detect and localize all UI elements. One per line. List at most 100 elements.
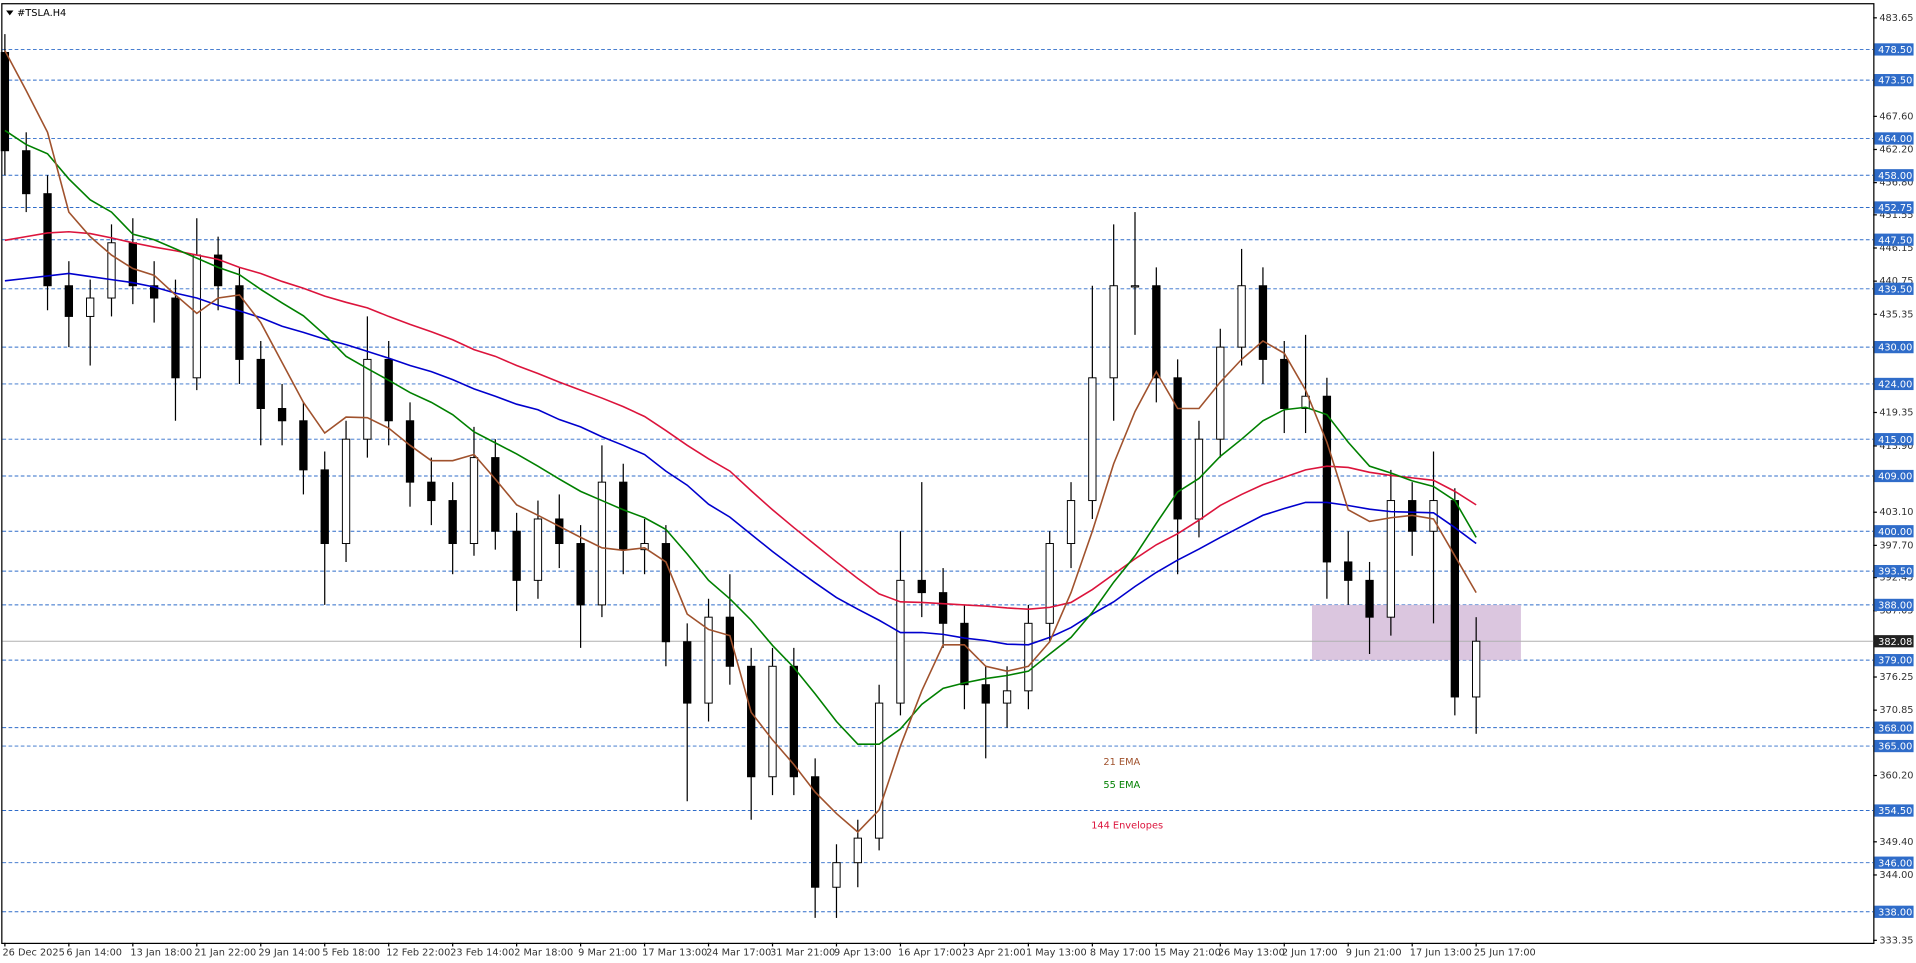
- candle-body: [235, 285, 244, 360]
- indicator-line: [4, 129, 1477, 746]
- x-tick-label: 13 Jan 18:00: [130, 948, 192, 959]
- y-tick-label: 413.90: [1879, 441, 1913, 452]
- level-label-box: [1874, 565, 1914, 578]
- candle-body: [277, 408, 287, 422]
- level-label-box: [1874, 201, 1914, 214]
- x-tick-label: 8 May 17:00: [1090, 948, 1151, 959]
- level-label-box: [1874, 132, 1914, 145]
- level-label: 400.00: [1878, 527, 1912, 538]
- last-price-box: [1874, 635, 1914, 648]
- x-tick-label: 9 Jun 21:00: [1346, 948, 1402, 959]
- level-label: 388.00: [1878, 601, 1912, 612]
- level-label-box: [1874, 282, 1914, 295]
- x-tick-label: 23 Feb 14:00: [450, 948, 514, 959]
- candle-body: [22, 150, 31, 195]
- x-tick-label: 24 Mar 17:00: [706, 948, 771, 959]
- x-tick-label: 21 Jan 22:00: [194, 948, 256, 959]
- level-label-box: [1874, 739, 1914, 753]
- symbol-menu-arrow[interactable]: [6, 10, 14, 16]
- level-label-box: [1874, 233, 1914, 246]
- chart-title: #TSLA.H4: [17, 8, 66, 19]
- candle-body: [1365, 579, 1374, 618]
- candle-body: [1344, 561, 1353, 581]
- candle-body: [171, 297, 180, 379]
- candle-body: [64, 285, 74, 317]
- annotation: 144 Envelopes: [1091, 820, 1163, 831]
- candle-body: [1152, 285, 1161, 379]
- candle-body: [789, 665, 798, 778]
- x-tick-label: 15 May 21:00: [1154, 948, 1221, 959]
- x-tick-label: 31 Mar 21:00: [770, 948, 835, 959]
- x-tick-label: 1 May 13:00: [1026, 948, 1087, 959]
- candle-body: [704, 616, 713, 704]
- candle-body: [128, 242, 137, 287]
- x-tick-label: 17 Mar 13:00: [642, 948, 707, 959]
- level-label: 379.00: [1878, 656, 1912, 667]
- candle-body: [597, 481, 607, 606]
- candle-body: [576, 543, 585, 606]
- candle-body: [213, 254, 223, 287]
- candle-body: [320, 469, 329, 545]
- y-tick-label: 403.10: [1879, 507, 1913, 518]
- level-label-box: [1874, 654, 1914, 667]
- level-label: 368.00: [1878, 723, 1912, 734]
- candle-body: [1024, 622, 1033, 692]
- level-label: 464.00: [1878, 134, 1912, 145]
- candle-body: [896, 579, 905, 704]
- candle-body: [1258, 285, 1268, 360]
- y-tick-label: 467.60: [1879, 111, 1913, 122]
- last-price-label: 382.08: [1878, 637, 1912, 648]
- candle-body: [938, 592, 948, 624]
- candle-body: [640, 543, 649, 551]
- candle-body: [917, 579, 926, 594]
- y-tick-label: 462.20: [1879, 144, 1913, 155]
- candle-body: [107, 242, 116, 299]
- level-label-box: [1874, 341, 1914, 354]
- candle-body: [1386, 500, 1396, 618]
- candle-body: [1322, 395, 1332, 563]
- candle-body: [299, 420, 308, 471]
- y-tick-label: 419.35: [1879, 407, 1913, 418]
- x-tick-label: 25 Jun 17:00: [1474, 948, 1536, 959]
- candle-body: [1216, 346, 1225, 440]
- level-label-box: [1874, 74, 1914, 87]
- y-tick-label: 333.35: [1879, 935, 1913, 946]
- x-tick-label: 29 Jan 14:00: [258, 948, 320, 959]
- x-tick-label: 2 Mar 18:00: [514, 948, 573, 959]
- candle-body: [1472, 640, 1481, 698]
- level-label-box: [1874, 525, 1914, 538]
- candle-body: [725, 616, 735, 667]
- candle-body: [1130, 285, 1140, 288]
- x-tick-label: 26 May 13:00: [1218, 948, 1285, 959]
- candle-body: [960, 622, 969, 686]
- x-tick-label: 9 Apr 13:00: [834, 948, 891, 959]
- level-label: 338.00: [1878, 907, 1912, 918]
- level-label: 354.50: [1878, 806, 1912, 817]
- candle-body: [192, 254, 201, 379]
- candle-body: [661, 543, 671, 643]
- candle-body: [256, 358, 265, 409]
- level-label-box: [1874, 377, 1914, 391]
- candle-body: [981, 684, 990, 704]
- candle-body: [533, 518, 543, 581]
- candle-body: [768, 665, 777, 778]
- candle-body: [448, 500, 457, 545]
- level-label-box: [1874, 169, 1914, 182]
- annotation: 21 EMA: [1103, 757, 1140, 768]
- level-label: 478.50: [1878, 45, 1912, 56]
- x-tick-label: 17 Jun 13:00: [1410, 948, 1472, 959]
- y-tick-label: 392.45: [1879, 573, 1913, 584]
- candle-body: [1237, 285, 1246, 348]
- candle-body: [512, 530, 521, 581]
- y-tick-label: 360.20: [1879, 771, 1913, 782]
- level-label: 393.50: [1878, 567, 1912, 578]
- candle-body: [1173, 377, 1182, 520]
- x-tick-label: 26 Dec 2025: [2, 948, 64, 959]
- x-tick-label: 16 Apr 17:00: [898, 948, 962, 959]
- candle-body: [811, 776, 820, 888]
- y-tick-label: 451.55: [1879, 210, 1913, 221]
- level-label: 447.50: [1878, 235, 1912, 246]
